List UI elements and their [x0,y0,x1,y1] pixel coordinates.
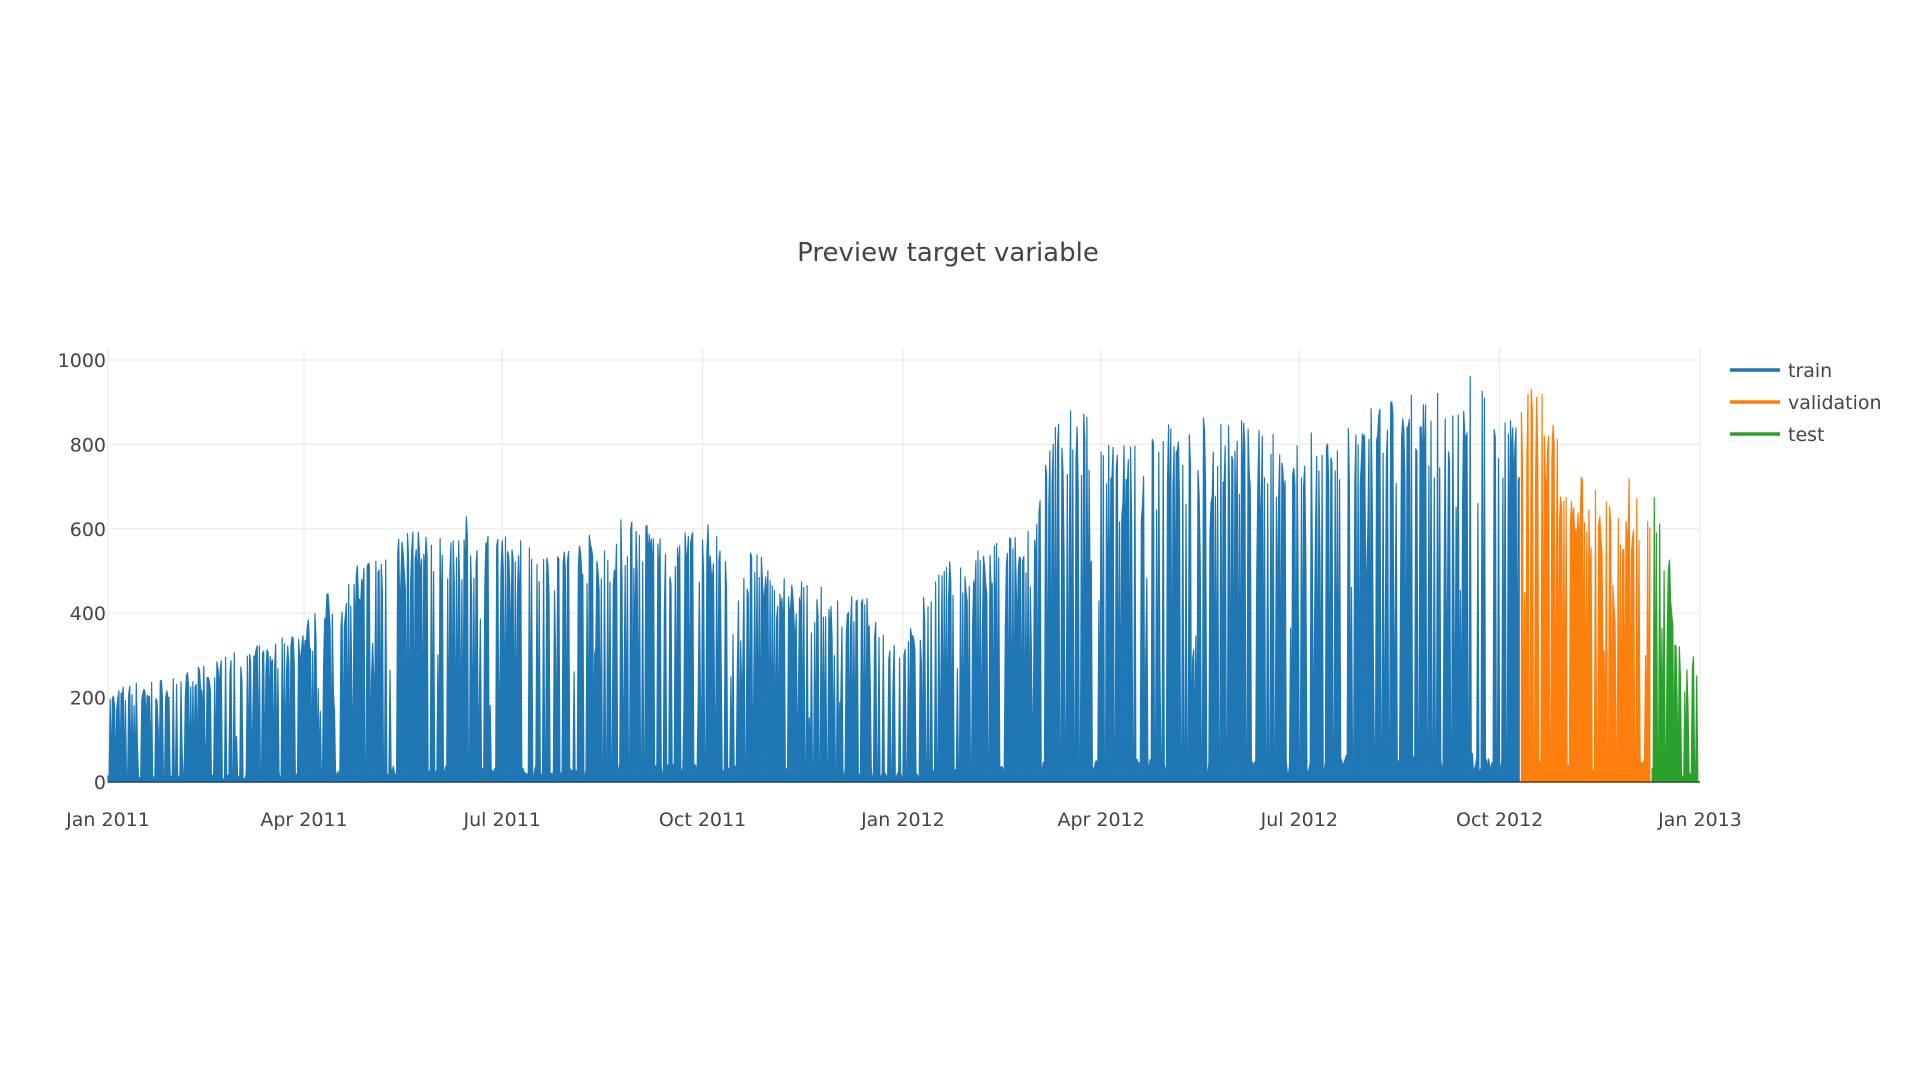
series-train [107,375,1520,783]
x-tick-label: Jul 2012 [1260,809,1338,831]
legend-label: validation [1788,392,1882,414]
x-tick-label: Apr 2011 [260,809,347,831]
legend-label: test [1788,424,1825,446]
series-area [107,375,1699,783]
series-test [1651,497,1699,783]
y-tick-label: 0 [94,772,106,794]
x-tick-label: Jan 2012 [860,809,945,831]
x-tick-label: Oct 2012 [1456,809,1543,831]
y-tick-label: 600 [70,519,106,541]
y-tick-label: 200 [70,688,106,710]
y-tick-label: 1000 [58,350,106,372]
legend[interactable]: train validation test [1730,360,1882,446]
x-tick-label: Oct 2011 [659,809,746,831]
x-tick-label: Jul 2011 [463,809,541,831]
x-tick-label: Jan 2011 [65,809,150,831]
x-tick-label: Jan 2013 [1657,809,1742,831]
y-tick-label: 400 [70,603,106,625]
x-tick-label: Apr 2012 [1057,809,1144,831]
legend-item-validation[interactable]: validation [1730,392,1882,414]
grid [107,348,1701,782]
series-validation [1520,388,1651,783]
legend-item-test[interactable]: test [1730,424,1825,446]
legend-label: train [1788,360,1832,382]
chart-title: Preview target variable [797,238,1099,268]
axes: 0 200 400 600 800 1000 Jan 2011 Apr 2011 Jul 201… [58,350,1742,831]
y-tick-label: 800 [70,434,106,456]
legend-item-train[interactable]: train [1730,360,1832,382]
